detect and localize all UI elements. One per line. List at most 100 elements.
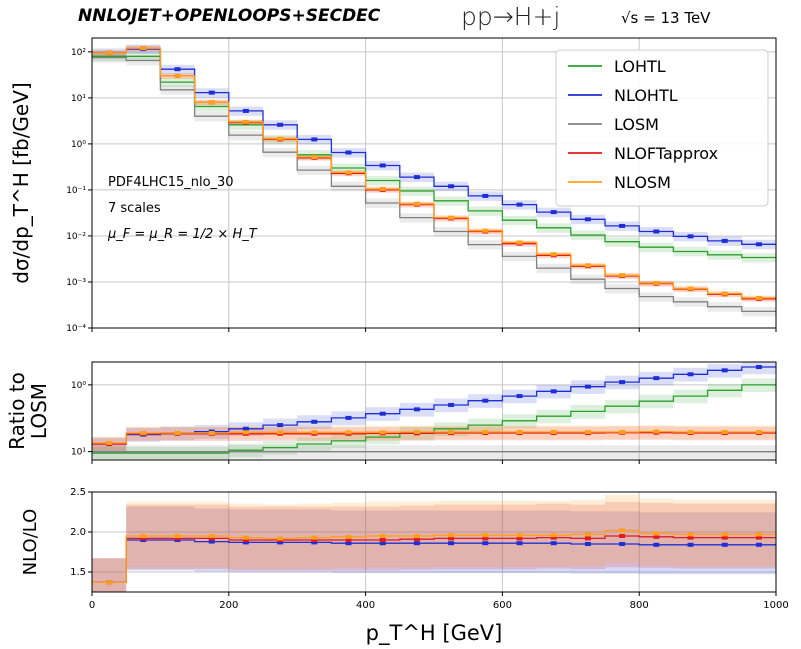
mark-NLOSM — [687, 429, 694, 434]
mark-NLOHTL — [379, 541, 386, 546]
mark-NLOHTL — [516, 394, 523, 399]
y-tick-label: 10⁻² — [66, 232, 86, 242]
mark-NLOSM — [106, 580, 113, 585]
mark-NLOHTL — [379, 163, 386, 168]
mark-NLOSM — [653, 531, 660, 536]
mark-NLOSM — [687, 286, 694, 291]
mark-NLOHTL — [755, 365, 762, 370]
mark-NLOSM — [721, 291, 728, 296]
mark-NLOSM — [721, 532, 728, 537]
mark-NLOSM — [208, 534, 215, 538]
mark-NLOHTL — [277, 423, 284, 428]
mark-NLOHTL — [345, 415, 352, 420]
x-tick-label: 0 — [89, 600, 95, 611]
y-tick-label: 10² — [71, 48, 86, 58]
mark-NLOHTL — [277, 122, 284, 127]
mark-NLOHTL — [413, 175, 420, 180]
mark-NLOHTL — [482, 193, 489, 198]
mark-NLOSM — [584, 532, 591, 537]
mark-NLOSM — [448, 215, 455, 220]
mark-NLOSM — [311, 535, 318, 540]
mark-NLOHTL — [687, 234, 694, 239]
mark-NLOHTL — [619, 542, 626, 546]
mark-NLOSM — [619, 429, 626, 434]
y-tick-label: 1.5 — [70, 567, 86, 578]
mark-NLOFTapprox — [379, 538, 386, 542]
mark-NLOFTapprox — [584, 536, 591, 541]
mark-NLOHTL — [721, 542, 728, 547]
legend-label-NLOSM: NLOSM — [614, 173, 671, 192]
mark-NLOSM — [584, 263, 591, 268]
mark-NLOSM — [482, 533, 489, 538]
mark-NLOHTL — [413, 541, 420, 546]
mark-NLOSM — [311, 154, 318, 159]
mark-NLOHTL — [584, 542, 591, 546]
mark-NLOFTapprox — [311, 538, 318, 542]
y-tick-label: 10⁰ — [71, 381, 86, 391]
mark-NLOFTapprox — [653, 534, 660, 539]
x-tick-label: 400 — [356, 600, 375, 611]
mark-NLOHTL — [687, 372, 694, 377]
mark-NLOSM — [516, 240, 523, 245]
mark-NLOHTL — [482, 541, 489, 546]
mark-NLOHTL — [755, 242, 762, 247]
mark-NLOSM — [550, 252, 557, 257]
mark-NLOSM — [482, 429, 489, 434]
mark-NLOFTapprox — [208, 536, 215, 541]
mark-NLOSM — [140, 534, 147, 538]
mark-NLOSM — [755, 532, 762, 537]
mark-NLOSM — [345, 430, 352, 435]
mark-NLOHTL — [653, 229, 660, 234]
mark-NLOHTL — [345, 541, 352, 546]
y-tick-label: 10⁻³ — [66, 278, 86, 288]
mark-NLOHTL — [619, 223, 626, 228]
band-NLOHTL — [92, 506, 776, 592]
mark-NLOSM — [174, 534, 181, 538]
mark-NLOHTL — [345, 150, 352, 155]
mark-NLOSM — [755, 295, 762, 300]
mark-NLOSM — [516, 533, 523, 538]
mark-NLOSM — [311, 430, 318, 435]
series-LOHTL — [92, 384, 776, 454]
mark-NLOSM — [379, 186, 386, 191]
mark-NLOFTapprox — [687, 535, 694, 540]
mark-NLOSM — [345, 170, 352, 175]
mark-NLOHTL — [311, 419, 318, 424]
mark-NLOSM — [413, 534, 420, 538]
mark-NLOHTL — [242, 540, 249, 545]
mark-NLOSM — [140, 46, 147, 51]
mark-NLOSM — [242, 430, 249, 435]
y-tick-label: 10¹ — [71, 94, 86, 104]
series-LOSM — [92, 56, 776, 313]
mark-NLOFTapprox — [721, 535, 728, 540]
mark-NLOHTL — [653, 376, 660, 381]
panel-ratio: 10⁰ 10¹ — [71, 361, 777, 464]
mark-NLOHTL — [448, 184, 455, 189]
axes-frame — [91, 361, 777, 461]
mark-NLOFTapprox — [242, 538, 249, 542]
mark-NLOHTL — [379, 411, 386, 416]
panel-nlolo: 1.5 2.0 2.5 0 200 400 600 800 1000 — [70, 487, 789, 611]
x-tick-label: 800 — [630, 600, 649, 611]
legend-label-LOSM: LOSM — [614, 115, 659, 134]
mark-NLOHTL — [448, 541, 455, 546]
y-tick-label: 10⁻⁴ — [66, 324, 86, 334]
y-tick-label: 2.0 — [70, 527, 86, 538]
mark-NLOSM — [584, 429, 591, 434]
mark-NLOSM — [379, 430, 386, 435]
band-NLOSM — [92, 494, 776, 592]
y-tick-label: 2.5 — [70, 487, 86, 498]
x-tick-label: 1000 — [763, 600, 788, 611]
annotation-line: PDF4LHC15_nlo_30 — [108, 175, 234, 190]
mark-NLOHTL — [311, 137, 318, 142]
mark-NLOFTapprox — [550, 535, 557, 540]
mark-NLOHTL — [584, 384, 591, 389]
mark-NLOHTL — [687, 542, 694, 547]
mark-NLOFTapprox — [174, 536, 181, 541]
legend: LOHTL NLOHTL LOSM NLOFTapprox NLOSM — [555, 49, 769, 207]
mark-NLOSM — [242, 535, 249, 540]
mark-NLOSM — [208, 100, 215, 105]
mark-NLOHTL — [413, 407, 420, 412]
mark-NLOHTL — [516, 202, 523, 207]
